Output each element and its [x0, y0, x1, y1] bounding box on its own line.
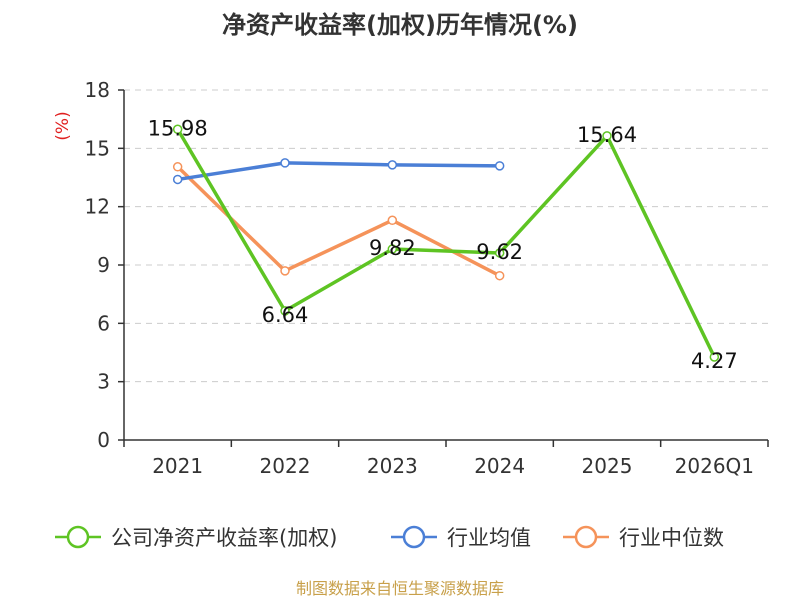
- chart-title: 净资产收益率(加权)历年情况(%): [222, 11, 578, 39]
- legend-marker: [574, 525, 598, 549]
- data-label: 9.82: [369, 236, 416, 260]
- series-line: [176, 128, 716, 358]
- legend-label: 行业中位数: [619, 526, 724, 550]
- data-point: [387, 244, 398, 254]
- y-tick-label: 15: [85, 136, 110, 160]
- x-tick-label: 2021: [152, 454, 203, 478]
- y-tick-label: 0: [97, 428, 110, 452]
- y-axis-unit: (%): [53, 111, 73, 140]
- y-tick-label: 12: [85, 195, 110, 219]
- legend-label: 公司净资产收益率(加权): [111, 526, 337, 550]
- data-labels: 15.98 6.64 9.82 9.62 15.64 4.27: [148, 116, 738, 373]
- data-point: [280, 158, 290, 168]
- data-point: [494, 270, 505, 281]
- data-label: 9.62: [476, 240, 523, 264]
- data-point: [280, 306, 290, 316]
- legend: 公司净资产收益率(加权) 行业均值 行业中位数: [55, 525, 724, 550]
- y-tick-label: 9: [97, 253, 110, 277]
- x-tick-label: 2022: [260, 454, 311, 478]
- axes: 0 3 6 9 12 15 18 2021 2022 2023 2024 2025 2026Q1: [85, 78, 769, 478]
- gridlines: [124, 89, 768, 383]
- data-point: [172, 162, 183, 172]
- y-tick-label: 6: [97, 311, 110, 335]
- data-point: [387, 215, 398, 226]
- data-label: 4.27: [691, 349, 738, 373]
- data-point: [494, 248, 505, 258]
- series-line: [177, 161, 500, 182]
- data-point: [602, 131, 612, 141]
- legend-marker: [66, 525, 90, 549]
- data-point: [172, 124, 183, 135]
- data-label: 15.64: [577, 123, 637, 147]
- data-point: [387, 160, 398, 170]
- x-tick-label: 2026Q1: [675, 454, 754, 478]
- series-line: [176, 165, 501, 278]
- data-label: 15.98: [148, 116, 208, 140]
- x-tick-label: 2025: [582, 454, 633, 478]
- x-tick-label: 2023: [367, 454, 418, 478]
- legend-marker: [402, 525, 426, 549]
- x-tick-label: 2024: [474, 454, 525, 478]
- y-tick-label: 3: [97, 370, 110, 394]
- y-tick-label: 18: [85, 78, 110, 102]
- data-point: [172, 174, 183, 185]
- source-footer: 制图数据来自恒生聚源数据库: [296, 579, 504, 598]
- data-point: [494, 161, 505, 171]
- legend-label: 行业均值: [447, 526, 531, 550]
- data-point: [280, 266, 290, 276]
- data-point: [709, 352, 720, 362]
- data-label: 6.64: [262, 303, 309, 327]
- series-lines: [172, 124, 720, 362]
